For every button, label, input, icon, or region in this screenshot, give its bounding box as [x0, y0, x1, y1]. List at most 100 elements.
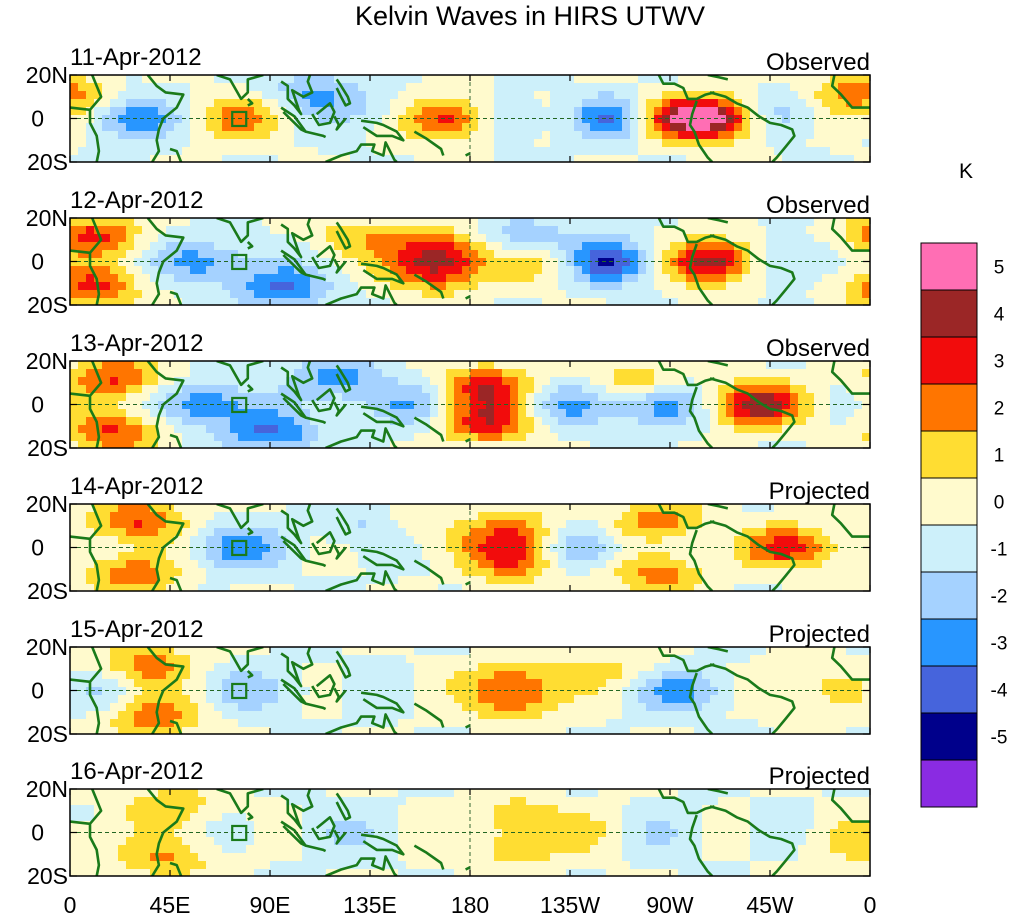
panel: 15-Apr-2012 Projected 20N 0 20S	[26, 616, 871, 747]
coastline	[325, 284, 398, 305]
colorbar-tick-label: -4	[991, 681, 1008, 702]
y-tick-label: 20N	[26, 634, 68, 660]
coastline	[413, 130, 445, 156]
panel-status: Projected	[769, 763, 870, 790]
coastline	[830, 647, 870, 681]
colorbar-swatch	[920, 336, 978, 385]
coastline	[311, 673, 336, 699]
coastline	[657, 218, 715, 244]
panel-status: Observed	[766, 192, 870, 219]
coastline	[465, 581, 471, 586]
panel: 12-Apr-2012 Observed 20N 0 20S	[26, 187, 871, 318]
coastline	[169, 861, 183, 876]
x-tick-label: 135E	[343, 892, 397, 918]
coastline	[70, 392, 91, 398]
coastline	[169, 576, 183, 591]
coastline	[325, 855, 398, 876]
coastline	[70, 106, 91, 112]
coastline	[333, 544, 347, 560]
coastline	[305, 130, 327, 139]
coastline	[246, 383, 254, 393]
coastline	[146, 361, 185, 448]
coastline	[413, 416, 445, 442]
coastline	[413, 844, 445, 870]
coastline	[657, 504, 715, 530]
coastline	[709, 805, 796, 876]
colorbar-swatch	[920, 430, 978, 479]
coastline	[146, 504, 185, 591]
coastline	[688, 814, 714, 876]
colorbar-swatch	[920, 289, 978, 338]
coastline	[216, 504, 264, 530]
y-tick-label: 20N	[26, 205, 68, 231]
colorbar-swatch	[920, 665, 978, 714]
y-tick-label: 0	[31, 106, 44, 132]
y-tick-label: 0	[31, 249, 44, 275]
panel-date: 13-Apr-2012	[70, 330, 203, 357]
coastline	[246, 811, 254, 821]
coastlines	[70, 75, 870, 162]
y-tick-label: 20S	[27, 578, 68, 604]
colorbar-swatch	[920, 242, 978, 291]
panel-status: Observed	[766, 49, 870, 76]
panel: 14-Apr-2012 Projected 20N 0 20S	[26, 473, 871, 604]
colorbar-swatch	[920, 759, 978, 808]
coastline	[333, 115, 347, 131]
coastline	[169, 433, 183, 448]
coastline	[146, 789, 185, 876]
coastline	[146, 218, 185, 305]
contour-field	[70, 504, 870, 591]
coastline	[280, 820, 307, 847]
coastline	[709, 377, 796, 448]
coastline	[325, 141, 398, 162]
x-axis: 0 45E 90E 135E 180 135W 90W 45W 0	[64, 892, 877, 918]
coastline	[88, 504, 103, 591]
coastline	[280, 361, 314, 402]
coastline	[709, 234, 796, 305]
x-tick-label: 45E	[150, 892, 191, 918]
coastline	[360, 405, 405, 428]
coastline	[657, 361, 715, 387]
colorbar-tick-label: 2	[994, 399, 1005, 420]
coastline	[216, 218, 264, 244]
coastline	[216, 789, 264, 815]
coastline	[280, 678, 307, 705]
coastline	[216, 361, 264, 387]
panel-status: Projected	[769, 478, 870, 505]
coastline	[305, 273, 327, 282]
coastline	[830, 218, 870, 252]
coastline	[335, 364, 352, 393]
coastline	[146, 75, 185, 162]
coastline	[325, 427, 398, 448]
coastline	[335, 507, 352, 536]
coastline	[709, 520, 796, 591]
coastline	[465, 724, 471, 729]
x-tick-label: 135W	[540, 892, 600, 918]
coastline	[360, 548, 405, 571]
coastline	[325, 570, 398, 591]
coastlines	[70, 504, 870, 591]
y-tick-label: 20N	[26, 348, 68, 374]
coastlines	[70, 789, 870, 876]
coastline	[280, 504, 314, 545]
coastline	[688, 243, 714, 305]
coastline	[280, 75, 314, 116]
coastline	[311, 244, 336, 270]
coastline	[216, 647, 264, 673]
x-tick-label: 45W	[746, 892, 794, 918]
coastline	[88, 789, 103, 876]
coastline	[657, 789, 715, 815]
coastline	[305, 844, 327, 853]
coastline	[830, 75, 870, 109]
y-tick-label: 20S	[27, 721, 68, 747]
colorbar-tick-label: -3	[991, 634, 1008, 655]
coastline	[830, 504, 870, 538]
x-tick-label: 180	[451, 892, 489, 918]
panel: 11-Apr-2012 Observed 20N 0 20S	[26, 44, 871, 175]
coastline	[88, 218, 103, 305]
coastline	[830, 789, 870, 823]
coastline	[70, 535, 91, 541]
colorbar-swatch	[920, 477, 978, 526]
coastline	[311, 530, 336, 556]
